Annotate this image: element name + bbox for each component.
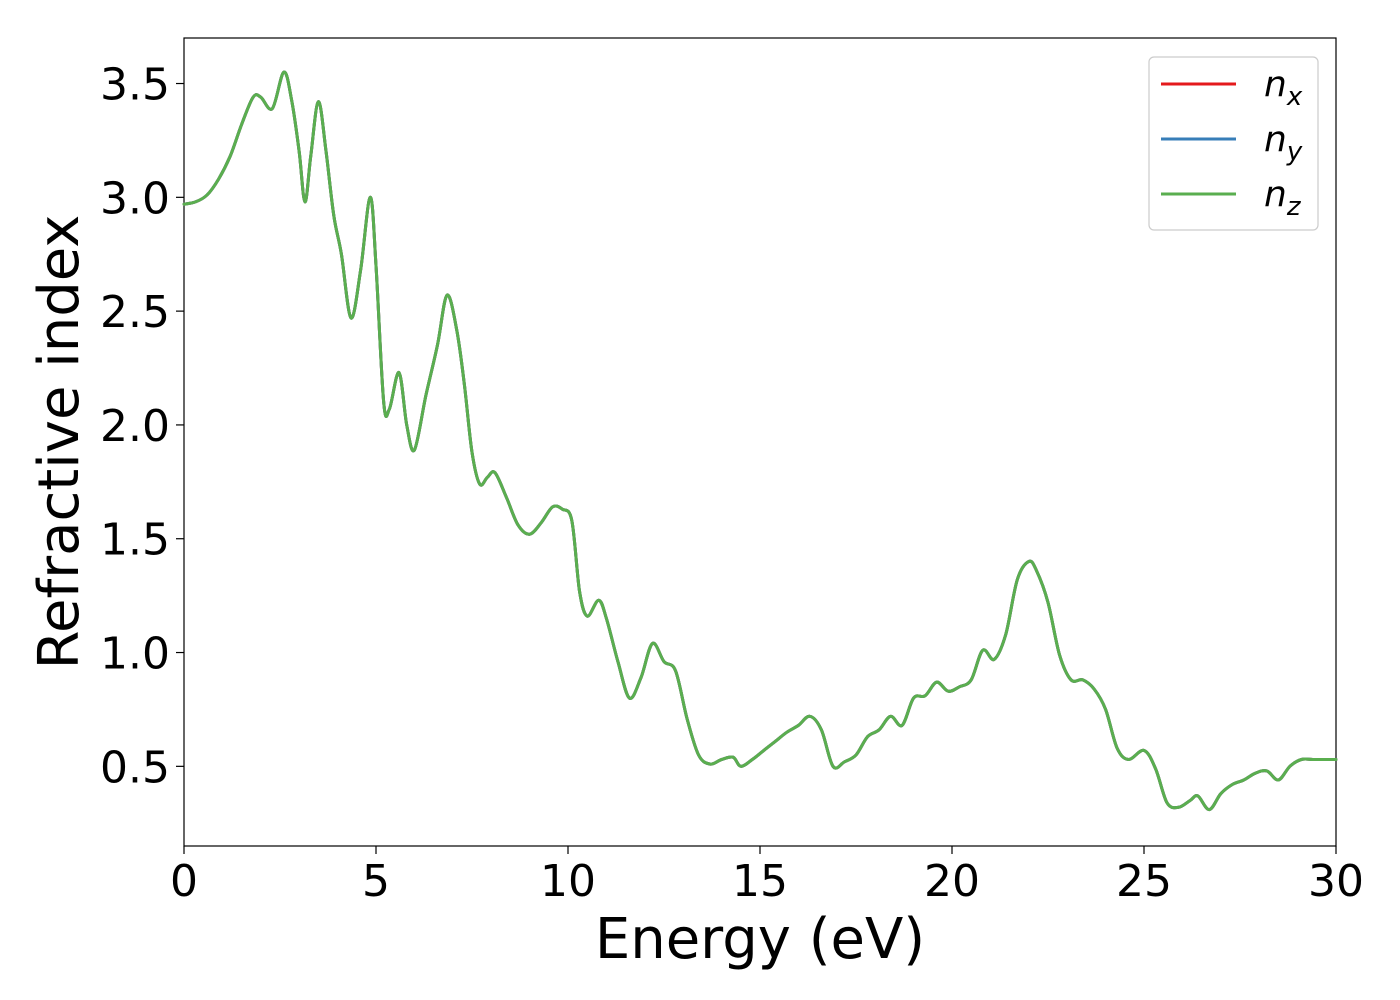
y-tick-label: 1.0 — [100, 629, 170, 680]
x-tick-label: 15 — [732, 856, 788, 907]
y-axis: 0.5 1.0 1.5 2.0 2.5 3.0 3.5 — [100, 60, 184, 793]
legend-label-subscript: z — [1286, 192, 1302, 222]
x-axis-title: Energy (eV) — [595, 907, 925, 972]
y-axis-title: Refractive index — [27, 215, 92, 670]
y-tick-label: 0.5 — [100, 742, 170, 793]
legend-label-subscript: x — [1286, 82, 1303, 112]
y-tick-label: 1.5 — [100, 515, 170, 566]
legend-label-base: n — [1264, 174, 1287, 215]
legend-label-x: nx — [1264, 64, 1303, 112]
legend-label-base: n — [1264, 119, 1287, 160]
legend-label-subscript: y — [1286, 137, 1303, 167]
x-tick-label: 5 — [362, 856, 390, 907]
series-line-z — [182, 70, 1338, 812]
y-tick-label: 2.5 — [100, 287, 170, 338]
y-tick-label: 3.0 — [100, 173, 170, 224]
x-tick-label: 20 — [924, 856, 980, 907]
x-tick-label: 30 — [1308, 856, 1364, 907]
plot-area — [182, 37, 1338, 847]
series-layer — [182, 70, 1338, 812]
x-tick-label: 0 — [170, 856, 198, 907]
x-tick-label: 25 — [1116, 856, 1172, 907]
y-tick-label: 3.5 — [100, 60, 170, 111]
legend-label-z: nz — [1264, 174, 1302, 222]
legend-label-base: n — [1264, 64, 1287, 105]
legend-box — [1148, 56, 1319, 231]
legend-label-y: ny — [1264, 119, 1303, 167]
y-tick-label: 2.0 — [100, 401, 170, 452]
x-tick-label: 10 — [540, 856, 596, 907]
x-axis: 0 5 10 15 20 25 30 — [170, 846, 1364, 907]
